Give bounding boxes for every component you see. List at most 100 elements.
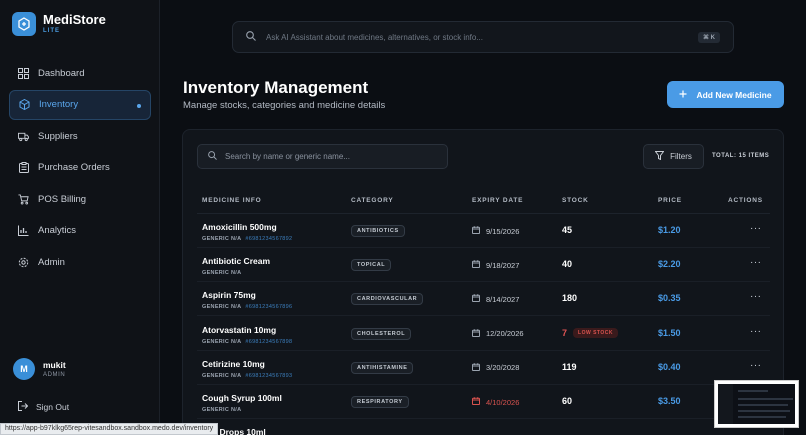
expiry-date: 3/20/2028 [472,363,519,373]
medicine-name[interactable]: Aspirin 75mg [202,290,256,301]
stock-count: 40 [562,259,573,270]
row-actions-menu-icon[interactable]: ··· [750,291,762,303]
generic-name: GENERIC N/A [202,372,242,379]
medicine-search-input[interactable]: Search by name or generic name... [197,144,448,169]
generic-name: GENERIC N/A [202,236,242,242]
medicine-name[interactable]: Atorvastatin 10mg [202,324,277,335]
page-preview-thumbnail[interactable] [714,380,799,428]
brand-logo-icon [12,12,36,36]
truck-icon [18,131,29,142]
table-row[interactable]: Cough Syrup 100ml GENERIC N/A RESPIRATORY 4… [197,385,770,419]
preview-line [738,416,786,418]
medicine-name[interactable]: Amoxicillin 500mg [202,222,277,232]
table-row[interactable]: Amoxicillin 500mg GENERIC N/A #69812345678… [197,214,770,248]
table-header: MEDICINE INFO CATEGORY EXPIRY DATE STOCK… [197,186,770,214]
avatar: M [13,358,35,380]
active-indicator-dot [137,103,141,108]
category-badge: ANTIHISTAMINE [351,361,414,374]
expiry-date: 8/14/2027 [472,294,519,304]
expiry-date: 12/20/2026 [472,328,524,339]
sidebar-item-label: Inventory [39,99,79,111]
table-row[interactable]: Antibiotic Cream GENERIC N/A TOPICAL 9/18/2… [197,248,770,283]
calendar-icon [472,294,480,304]
sidebar-item-admin[interactable]: Admin [9,248,151,278]
add-new-medicine-button[interactable]: Add New Medicine [667,81,784,108]
table-row[interactable]: Eye Drops 10ml [197,419,770,435]
expiry-date: 4/10/2026 [472,397,519,407]
brand-name: MediStore [43,12,106,27]
column-header-stock[interactable]: STOCK [562,197,589,204]
row-actions-menu-icon[interactable]: ··· [750,359,762,371]
low-stock-badge: LOW STOCK [573,327,618,338]
add-new-medicine-label: Add New Medicine [696,89,772,100]
box-icon [19,99,30,111]
expiry-date-value: 3/20/2028 [486,363,520,373]
row-actions-menu-icon[interactable]: ··· [750,325,762,337]
sign-out-button[interactable]: Sign Out [18,401,69,413]
user-profile[interactable]: M mukit ADMIN [13,358,66,380]
calendar-icon [472,328,480,339]
stock-count: 119 [562,361,577,372]
expiry-date-value: 9/18/2027 [486,260,520,270]
table-row[interactable]: Atorvastatin 10mg GENERIC N/A #69812345678… [197,317,770,351]
column-header-medicine-info[interactable]: MEDICINE INFO [202,197,262,204]
keyboard-shortcut-badge: ⌘ K [698,32,720,43]
sidebar-item-pos-billing[interactable]: POS Billing [9,184,151,214]
sidebar-item-inventory[interactable]: Inventory [9,89,151,120]
sidebar-item-label: Suppliers [38,130,78,142]
medicine-name[interactable]: Cetirizine 10mg [202,358,265,369]
stock-count: 180 [562,293,578,304]
medicine-name[interactable]: Eye Drops 10ml [202,427,266,435]
medicine-meta: GENERIC N/A [202,270,241,276]
stock-count: 60 [562,396,573,406]
brand[interactable]: MediStore LITE [12,12,106,36]
price-value: $1.50 [658,327,681,338]
stock-cell: 45 [562,225,572,235]
table-row[interactable]: Aspirin 75mg GENERIC N/A #6981234567896 CAR… [197,282,770,317]
table-row[interactable]: Cetirizine 10mg GENERIC N/A #6981234567893… [197,351,770,385]
price-value: $1.20 [658,225,681,235]
sidebar-item-analytics[interactable]: Analytics [9,216,151,246]
filters-button[interactable]: Filters [643,144,704,169]
medicine-barcode: #6981234567898 [245,338,293,345]
dashboard-icon [18,67,29,79]
sidebar-item-label: POS Billing [38,193,87,205]
category-badge: ANTIBIOTICS [351,225,405,237]
expiry-date: 9/15/2026 [472,226,519,236]
medicine-name[interactable]: Antibiotic Cream [202,256,271,267]
calendar-icon [472,363,480,373]
stock-cell: 119 [562,362,577,372]
preview-line [738,404,788,406]
column-header-expiry-date[interactable]: EXPIRY DATE [472,197,524,204]
medicine-barcode: #6981234567893 [245,372,293,379]
sidebar-item-dashboard[interactable]: Dashboard [9,58,151,88]
row-actions-menu-icon[interactable]: ··· [750,223,762,234]
sidebar-item-purchase-orders[interactable]: Purchase Orders [9,153,151,183]
row-actions-menu-icon[interactable]: ··· [750,257,762,269]
stock-cell: 60 [562,396,572,406]
column-header-category[interactable]: CATEGORY [351,197,394,204]
stock-count: 45 [562,225,573,235]
cart-icon [18,194,29,205]
medicine-meta: GENERIC N/A #6981234567896 [202,304,292,310]
expiry-date: 9/18/2027 [472,260,519,270]
column-header-actions: ACTIONS [728,197,763,204]
sidebar-item-label: Purchase Orders [38,162,110,174]
category-badge: TOPICAL [351,259,392,272]
expiry-date-value: 9/15/2026 [486,226,520,236]
expiry-date-value: 4/10/2026 [486,397,520,407]
category-badge: CARDIOVASCULAR [351,293,424,306]
clipboard-icon [18,162,29,174]
medicine-name[interactable]: Cough Syrup 100ml [202,393,282,403]
expiry-date-value: 8/14/2027 [486,294,520,304]
stock-cell: 40 [562,259,572,269]
filters-label: Filters [670,152,692,161]
column-header-price[interactable]: PRICE [658,197,682,204]
sidebar-item-suppliers[interactable]: Suppliers [9,121,151,151]
sidebar: MediStore LITE Dashboard Inventory Suppl… [0,0,160,435]
medicine-meta: GENERIC N/A #6981234567898 [202,339,292,345]
category-badge: RESPIRATORY [351,396,409,408]
page-title: Inventory Management [183,78,369,97]
generic-name: GENERIC N/A [202,338,242,345]
ai-assistant-search[interactable]: Ask AI Assistant about medicines, altern… [232,21,734,53]
